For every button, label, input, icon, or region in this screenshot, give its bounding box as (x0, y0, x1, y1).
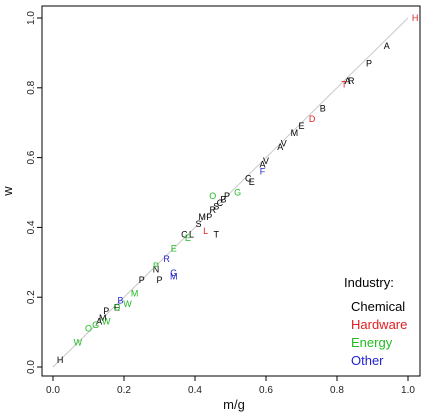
x-tick-label: 0.4 (188, 385, 202, 396)
data-point-energy: E (171, 243, 177, 253)
data-point-chemical: C (217, 198, 224, 208)
y-tick-label: 1.0 (26, 11, 37, 25)
data-point-chemical: M (291, 128, 299, 138)
data-point-chemical: R (348, 76, 355, 86)
legend: Industry: Chemical Hardware Energy Other (344, 275, 407, 368)
y-tick-label: 0.6 (26, 150, 37, 164)
x-axis-title: m/g (223, 397, 245, 412)
data-point-chemical: A (259, 160, 265, 170)
data-point-chemical: M (99, 313, 107, 323)
data-point-chemical: P (366, 58, 372, 68)
data-point-chemical: S (196, 219, 202, 229)
y-tick-label: 0.2 (26, 290, 37, 304)
data-point-energy: P (153, 261, 159, 271)
data-point-chemical: E (298, 121, 304, 131)
x-tick-label: 0.0 (46, 385, 60, 396)
data-point-chemical: P (224, 191, 230, 201)
data-point-energy: G (92, 320, 99, 330)
plot-frame (41, 5, 421, 377)
data-point-chemical: P (156, 275, 162, 285)
data-point-chemical: V (281, 139, 287, 149)
data-point-hardware: H (412, 13, 419, 23)
y-tick-label: 0.8 (26, 80, 37, 94)
data-point-chemical: M (198, 212, 206, 222)
x-tick-label: 0.6 (259, 385, 273, 396)
data-point-energy: O (113, 303, 120, 313)
data-point-chemical: P (206, 212, 212, 222)
data-point-chemical: C (181, 229, 188, 239)
reference-line-group (52, 17, 409, 368)
data-point-other: G (170, 268, 177, 278)
data-point-chemical: A (345, 76, 351, 86)
data-point-chemical: E (114, 303, 120, 313)
data-point-other: B (117, 296, 123, 306)
x-tick-label: 0.2 (117, 385, 131, 396)
legend-entry-chemical: Chemical (351, 299, 405, 314)
data-point-chemical: B (220, 194, 226, 204)
legend-title: Industry: (344, 275, 394, 290)
data-point-chemical: V (263, 156, 269, 166)
data-point-energy: M (131, 289, 139, 299)
data-point-hardware: T (341, 79, 347, 89)
data-point-hardware: L (203, 226, 208, 236)
data-point-other: M (170, 271, 178, 281)
data-point-chemical: H (57, 355, 64, 365)
data-point-chemical: P (103, 306, 109, 316)
data-point-chemical: A (96, 317, 102, 327)
legend-entry-energy: Energy (351, 335, 393, 350)
data-point-chemical: E (249, 177, 255, 187)
data-point-chemical: A (384, 41, 390, 51)
legend-entry-other: Other (351, 353, 384, 368)
data-point-other: F (260, 167, 266, 177)
data-point-energy: W (102, 317, 111, 327)
x-tick-label: 1.0 (401, 385, 415, 396)
data-point-chemical: N (153, 264, 160, 274)
x-axis: 0.0 0.2 0.4 0.6 0.8 1.0 (46, 376, 415, 396)
y-axis-title: w (0, 186, 15, 197)
data-point-energy: O (85, 324, 92, 334)
data-point-energy: W (74, 338, 83, 348)
x-tick-label: 0.8 (330, 385, 344, 396)
data-point-energy: E (185, 233, 191, 243)
data-point-other: R (163, 254, 170, 264)
data-point-chemical: P (139, 275, 145, 285)
y-tick-label: 0.4 (26, 220, 37, 234)
data-point-chemical: T (214, 229, 220, 239)
y-axis: 0.0 0.2 0.4 0.6 0.8 1.0 (26, 11, 42, 374)
data-point-chemical: R (210, 205, 217, 215)
data-point-chemical: B (320, 104, 326, 114)
data-point-chemical: C (245, 174, 252, 184)
data-point-energy: W (123, 299, 132, 309)
data-point-energy: O (209, 191, 216, 201)
y-tick-label: 0.0 (26, 360, 37, 374)
reference-diagonal-line (52, 17, 409, 368)
data-point-energy: G (234, 188, 241, 198)
data-point-chemical: A (277, 142, 283, 152)
data-point-chemical: L (189, 229, 194, 239)
data-point-hardware: D (309, 114, 316, 124)
data-point-chemical: S (213, 201, 219, 211)
legend-entry-hardware: Hardware (351, 317, 407, 332)
